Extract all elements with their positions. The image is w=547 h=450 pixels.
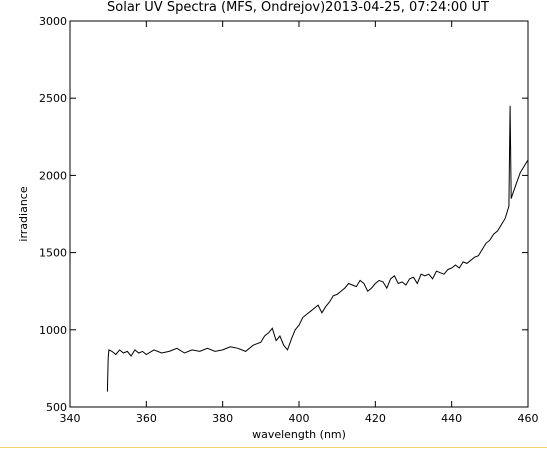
x-tick-label: 360 <box>136 412 157 425</box>
x-tick-label: 460 <box>518 412 539 425</box>
chart-title: Solar UV Spectra (MFS, Ondrejov)2013-04-… <box>107 0 489 15</box>
y-tick-label: 2500 <box>39 92 67 105</box>
x-tick-label: 340 <box>60 412 81 425</box>
y-tick-label: 3000 <box>39 15 67 28</box>
x-tick-label: 400 <box>289 412 310 425</box>
y-axis-label: irradiance <box>17 186 30 241</box>
x-tick-label: 380 <box>212 412 233 425</box>
x-axis: 340 360 380 400 420 440 460 <box>60 21 539 425</box>
y-axis: 500 1000 1500 2000 2500 3000 <box>39 15 528 414</box>
y-tick-label: 1000 <box>39 324 67 337</box>
x-tick-label: 420 <box>365 412 386 425</box>
x-tick-label: 440 <box>441 412 462 425</box>
y-tick-label: 500 <box>46 401 67 414</box>
x-axis-label: wavelength (nm) <box>252 428 346 441</box>
plot-frame <box>69 20 529 408</box>
y-tick-label: 1500 <box>39 247 67 260</box>
spectrum-line <box>106 105 529 392</box>
y-tick-label: 2000 <box>39 169 67 182</box>
bottom-rule <box>0 447 547 448</box>
